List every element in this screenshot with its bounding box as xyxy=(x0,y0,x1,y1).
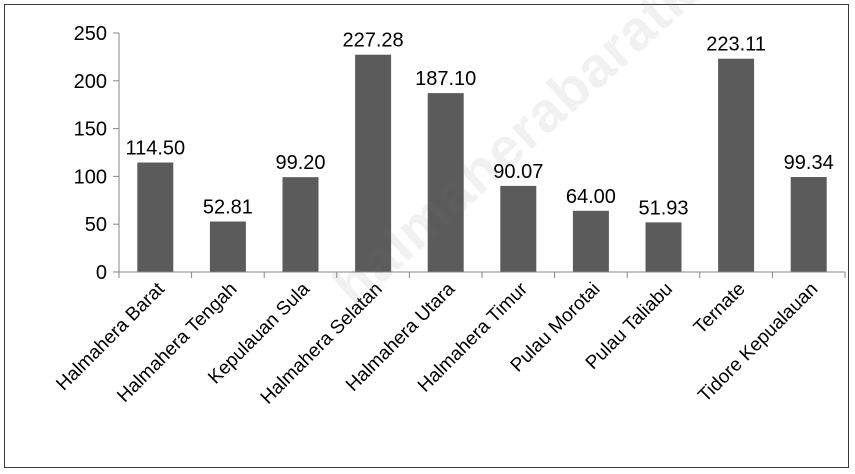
bar xyxy=(427,93,464,272)
data-label: 64.00 xyxy=(566,186,616,208)
x-category-label: Ternate xyxy=(690,279,750,339)
y-tick-label: 200 xyxy=(74,71,107,93)
bar xyxy=(500,185,537,272)
x-category-label: Halmahera Tengah xyxy=(113,279,241,407)
y-tick-label: 150 xyxy=(74,119,107,141)
data-label: 223.11 xyxy=(706,34,766,56)
data-label: 227.28 xyxy=(343,30,404,52)
data-label: 99.20 xyxy=(275,152,325,174)
data-label: 51.93 xyxy=(638,197,688,219)
y-tick-label: 50 xyxy=(85,214,107,236)
data-label: 187.10 xyxy=(415,68,476,90)
bar xyxy=(355,54,392,272)
bar xyxy=(137,162,174,272)
bar xyxy=(209,221,246,272)
x-category-label: Halmahera Selatan xyxy=(257,279,387,409)
bar xyxy=(790,177,827,272)
data-label: 114.50 xyxy=(125,138,185,160)
x-category-label: Tidore Kepualauan xyxy=(694,279,822,407)
data-label: 90.07 xyxy=(493,161,543,183)
y-tick-label: 0 xyxy=(96,262,107,284)
y-axis: 0 50 100 150 200 250 xyxy=(74,23,120,284)
data-label: 99.34 xyxy=(784,152,834,174)
data-labels: 114.50 52.81 99.20 227.28 187.10 90.07 64.00 51… xyxy=(125,30,833,220)
bar xyxy=(282,177,319,272)
y-tick-label: 100 xyxy=(74,166,107,188)
bar-chart: 0 50 100 150 200 250 114.50 52.81 99.20 227.28 18… xyxy=(52,23,846,409)
data-label: 52.81 xyxy=(203,197,253,219)
bars xyxy=(137,54,827,272)
chart-frame: 0 50 100 150 200 250 114.50 52.81 99.20 227.28 18… xyxy=(4,4,849,468)
bar xyxy=(645,222,682,272)
y-tick-label: 250 xyxy=(74,23,107,45)
bar xyxy=(572,210,609,272)
bar xyxy=(718,58,755,272)
